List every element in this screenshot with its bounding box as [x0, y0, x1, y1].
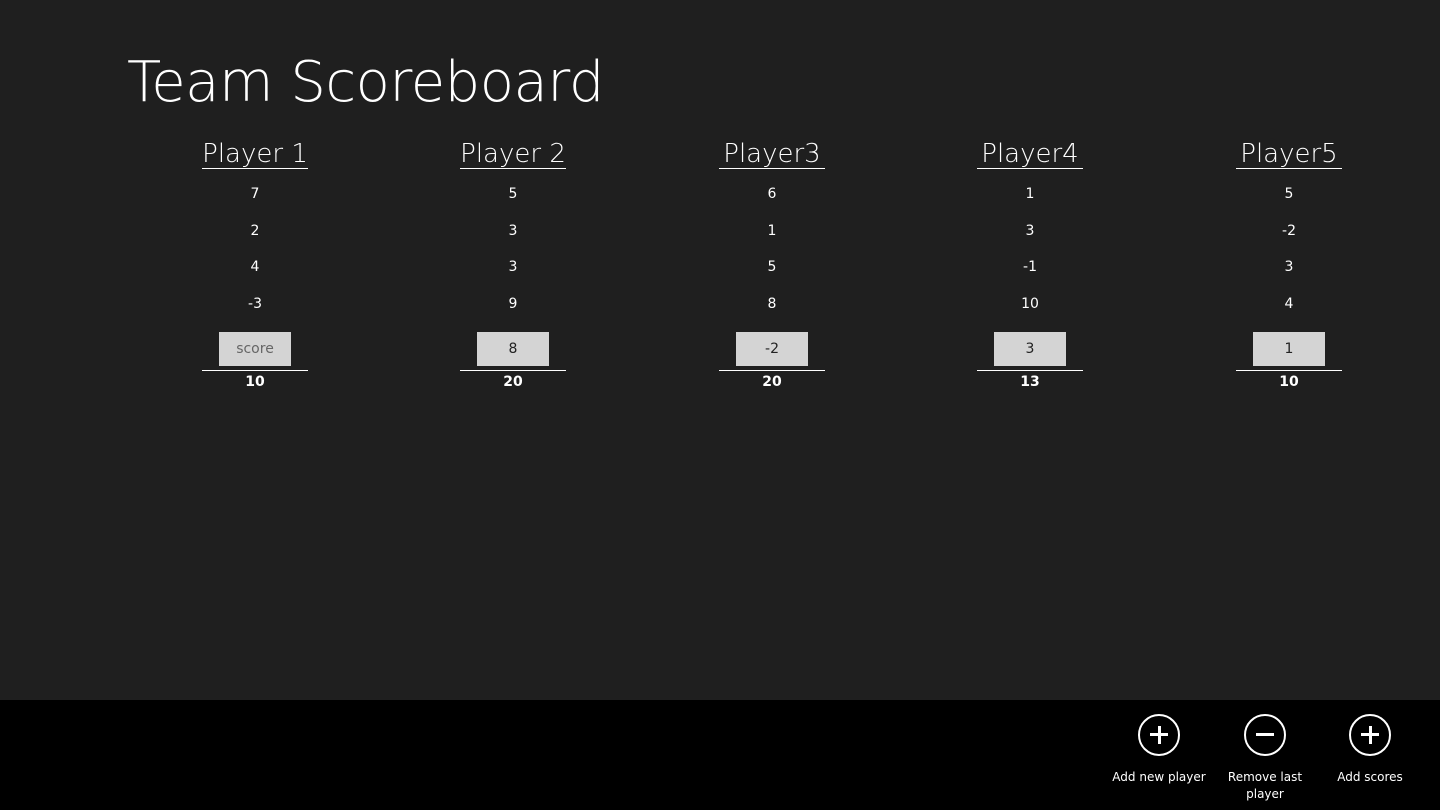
score-input[interactable]: [736, 331, 808, 366]
app-bar: Add new player Remove last player Add scor…: [0, 700, 1440, 810]
score-entry: 5: [508, 186, 518, 202]
add-new-player-button[interactable]: Add new player: [1109, 714, 1209, 786]
score-entry: 3: [1284, 259, 1294, 276]
score-entry: 4: [1284, 296, 1294, 313]
player-total: 20: [503, 373, 523, 390]
player-column: Player5 5 -2 3 4 10: [1236, 136, 1342, 392]
score-entry: -3: [248, 296, 262, 313]
score-entry: 5: [767, 259, 777, 276]
score-list: 1 3 -1 10: [977, 169, 1083, 323]
total-divider: [202, 369, 308, 371]
score-list: 7 2 4 -3: [202, 169, 308, 323]
score-input[interactable]: [994, 331, 1066, 366]
player-total: 10: [1279, 373, 1299, 390]
score-list: 5 -2 3 4: [1236, 169, 1342, 323]
player-column: Player3 6 1 5 8 20: [719, 136, 825, 392]
score-list: 6 1 5 8: [719, 169, 825, 323]
player-total: 20: [762, 373, 782, 390]
total-divider: [1236, 369, 1342, 371]
player-column: Player 2 5 3 3 9 20: [460, 136, 566, 392]
total-divider: [460, 369, 566, 371]
score-entry: 4: [250, 259, 260, 276]
minus-circle-icon: [1244, 714, 1286, 756]
player-name: Player5: [1236, 136, 1342, 169]
page-title: Team Scoreboard: [127, 50, 604, 115]
score-input[interactable]: [1253, 331, 1325, 366]
plus-circle-icon: [1138, 714, 1180, 756]
score-entry: 8: [767, 296, 777, 313]
score-entry: 6: [767, 186, 777, 202]
button-label: Remove last player: [1227, 770, 1303, 801]
score-entry: 1: [767, 222, 777, 239]
player-column: Player 1 7 2 4 -3 10: [202, 136, 308, 392]
player-name: Player3: [719, 136, 825, 169]
score-entry: 10: [1021, 296, 1039, 313]
total-divider: [719, 369, 825, 371]
button-label: Add new player: [1112, 770, 1206, 784]
score-entry: 2: [250, 222, 260, 239]
player-name: Player 2: [460, 136, 566, 169]
score-input[interactable]: [219, 331, 291, 366]
player-name: Player 1: [202, 136, 308, 169]
score-entry: 9: [508, 296, 518, 313]
player-total: 10: [245, 373, 265, 390]
score-entry: 1: [1025, 186, 1035, 202]
score-entry: 3: [508, 259, 518, 276]
score-entry: 3: [508, 222, 518, 239]
score-entry: 3: [1025, 222, 1035, 239]
player-name: Player4: [977, 136, 1083, 169]
add-scores-button[interactable]: Add scores: [1320, 714, 1420, 786]
score-entry: 7: [250, 186, 260, 202]
score-entry: 5: [1284, 186, 1294, 202]
score-input[interactable]: [477, 331, 549, 366]
score-entry: -1: [1023, 259, 1037, 276]
remove-last-player-button[interactable]: Remove last player: [1215, 714, 1315, 803]
score-list: 5 3 3 9: [460, 169, 566, 323]
player-total: 13: [1020, 373, 1040, 390]
total-divider: [977, 369, 1083, 371]
button-label: Add scores: [1337, 770, 1403, 784]
plus-circle-icon: [1349, 714, 1391, 756]
score-entry: -2: [1282, 222, 1296, 239]
